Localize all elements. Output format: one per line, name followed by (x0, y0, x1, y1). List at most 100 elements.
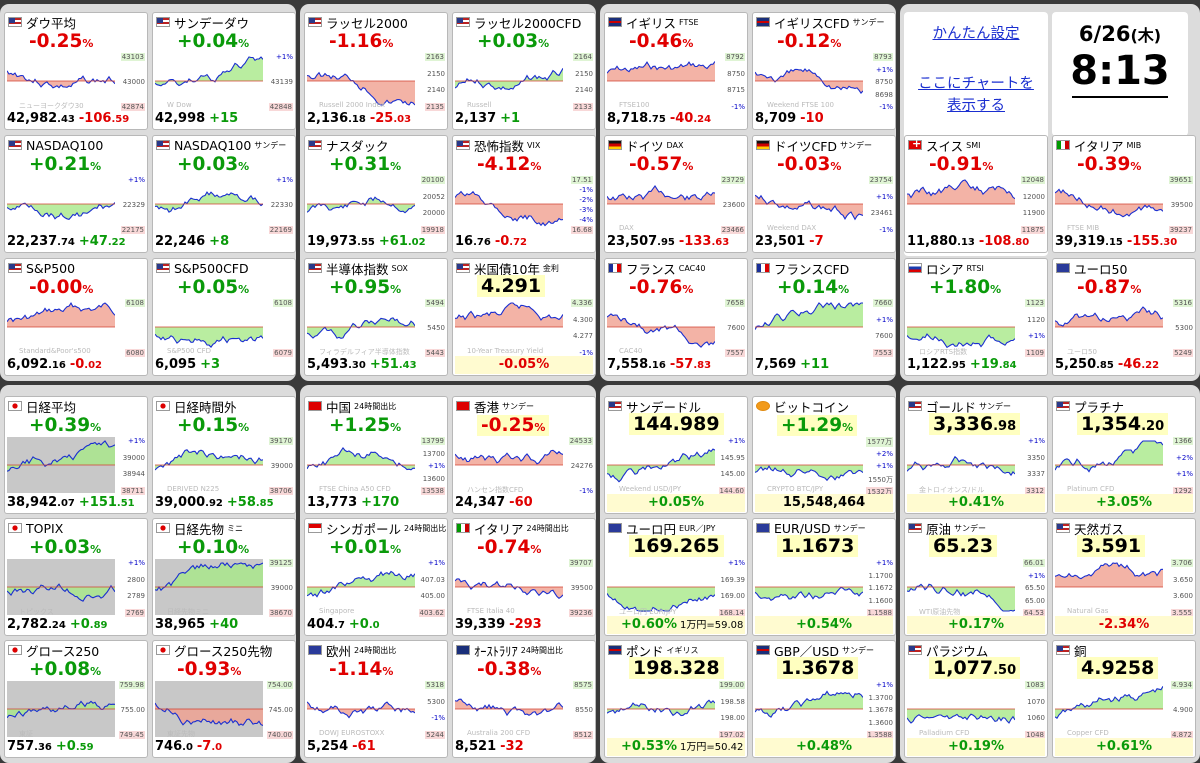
scale-label: 5450 (427, 324, 445, 332)
market-tile[interactable]: サンデーダウ +0.04% +1% 43139 42848 W Dow 42,998 +15 (152, 12, 296, 130)
market-tile[interactable]: ポンド イギリス 198.328 199.00 198.58 198.00 197.02 +0… (604, 640, 748, 758)
market-tile[interactable]: グロース250 +0.08% 759.98 755.00 749.45 東証 757.36 +… (4, 640, 148, 758)
market-tile[interactable]: 欧州 24時間出比 -1.14% 5318 5300 -1% 5244 DOWJ EUROST… (304, 640, 448, 758)
easy-setup-link[interactable]: かんたん設定 (932, 26, 1020, 42)
scale-label: 1.3588 (866, 731, 893, 739)
market-tile[interactable]: ロシア RTSI +1.80% 1123 1120 +1% 1109 ロシアRTS指数 1,12… (904, 258, 1048, 376)
market-tile[interactable]: フランス CAC40 -0.76% 7658 7600 7557 CAC40 7,558.16… (604, 258, 748, 376)
sparkline-chart (7, 53, 115, 109)
market-tile[interactable]: ゴールド サンデー 3,336.98 +1% 3350 3337 3312 金トロイオンス/ド… (904, 396, 1048, 514)
tile-footer: 39,000.92 +58.85 (155, 494, 293, 512)
market-tile[interactable]: イタリア MIB -0.39% 39651 39500 39237 FTSE MIB 39,3… (1052, 135, 1196, 253)
sparkline-chart (907, 681, 1015, 737)
tile-price: 169.265 (629, 535, 724, 557)
tile-percent-change: -0.39% (1077, 154, 1142, 175)
flag-us-icon (456, 17, 470, 27)
flag-jp-icon (156, 401, 170, 411)
tile-price: 8,709 (755, 111, 797, 126)
market-tile[interactable]: S&P500CFD +0.05% 6108 6079 S&P500 CFD 6,095 +3 (152, 258, 296, 376)
market-tile[interactable]: ユーロ50 -0.87% 5316 5300 5249 ユーロ50 5,250.85 -46.… (1052, 258, 1196, 376)
price-scale: +1% 22330 22169 (262, 176, 294, 234)
market-tile[interactable]: 半導体指数 SOX +0.95% 5494 5450 5443 フィラデルフィア半導体指数 5… (304, 258, 448, 376)
scale-label: 6079 (273, 349, 293, 357)
scale-label: 19918 (420, 226, 445, 234)
market-tile[interactable]: ビットコイン +1.29% 1577万 +2% +1% 1550万 1532万 CRYPTO … (752, 396, 896, 514)
tile-header: ゴールド サンデー (908, 398, 1011, 415)
market-tile[interactable]: サンデードル 144.989 +1% 145.95 145.00 144.60 Weeken… (604, 396, 748, 514)
tile-price: 6,092.16 (7, 357, 66, 372)
flag-sg-icon (308, 523, 322, 533)
tile-header: S&P500 (8, 260, 75, 276)
market-tile[interactable]: イギリスCFD サンデー -0.12% 8793 +1% 8750 8698 -1% Weeke… (752, 12, 896, 130)
market-tile[interactable]: ユーロ円 EUR／JPY 169.265 +1% 169.39 169.00 168.14 ユ… (604, 518, 748, 636)
tile-name: NASDAQ100 (26, 137, 104, 153)
market-tile[interactable]: シンガポール 24時間出比 +0.01% +1% 407.03 405.00 403.62 S… (304, 518, 448, 636)
price-scale: +1% 2800 2789 2769 (114, 559, 146, 617)
scale-label: 23729 (720, 176, 745, 184)
market-tile[interactable]: NASDAQ100 サンデー +0.03% +1% 22330 22169 22,246 +8 (152, 135, 296, 253)
market-tile[interactable]: イギリス FTSE -0.46% 8792 8750 8715 -1% FTSE100 8,71… (604, 12, 748, 130)
market-tile[interactable]: ラッセル2000 -1.16% 2163 2150 2140 2135 Russell 20… (304, 12, 448, 130)
market-tile[interactable]: 米国債10年 金利 4.291 4.336 4.300 4.277 -1% 10-Year T… (452, 258, 596, 376)
tile-header: グロース250先物 (156, 642, 272, 659)
market-tile[interactable]: ドイツ DAX -0.57% 23729 23600 23466 DAX 23,507.95-… (604, 135, 748, 253)
chart-watermark: CAC40 (619, 347, 643, 355)
market-tile[interactable]: NASDAQ100 +0.21% +1% 22329 22175 22,237.74 +47… (4, 135, 148, 253)
scale-label: 403.62 (418, 609, 445, 617)
scale-label: 1120 (1027, 315, 1045, 324)
market-tile[interactable]: プラチナ 1,354.20 1366 +2% +1% 1292 Platinum CFD +3… (1052, 396, 1196, 514)
tile-price: 144.989 (629, 413, 724, 435)
market-tile[interactable]: グロース250先物 -0.93% 754.00 745.00 740.00 東証先物 746… (152, 640, 296, 758)
tile-header: 日経先物 ミニ (156, 520, 243, 537)
tile-change: +1 (500, 111, 521, 126)
market-tile[interactable]: 日経時間外 +0.15% 39170 39000 38706 DERIVED N225 39… (152, 396, 296, 514)
market-tile[interactable]: 日経平均 +0.39% +1% 39000 38944 38711 38,942.07 +15… (4, 396, 148, 514)
scale-label: 8512 (573, 731, 593, 739)
market-tile[interactable]: フランスCFD +0.14% 7660 +1% 7600 7553 7,569 +11 (752, 258, 896, 376)
market-tile[interactable]: S&P500 -0.00% 6108 6080 Standard&Poor's500 6,… (4, 258, 148, 376)
tile-name: 米国債10年 (474, 261, 540, 277)
tile-footer: 22,237.74 +47.22 (7, 233, 145, 251)
scale-label: 759.98 (118, 681, 145, 689)
scale-label: 5318 (425, 681, 445, 689)
price-scale: 6108 6079 (262, 299, 294, 357)
price-scale: 7658 7600 7557 (714, 299, 746, 357)
tile-price: 4.9258 (1077, 657, 1159, 679)
market-tile[interactable]: EUR/USD サンデー 1.1673 +1% 1.1700 1.1672 1.1600 1.… (752, 518, 896, 636)
tile-percent-change: +0.21% (29, 154, 102, 175)
market-tile[interactable]: 中国 24時間出比 +1.25% 13799 13700 +1% 13600 13538 FTS… (304, 396, 448, 514)
flag-jp-icon (156, 523, 170, 533)
tile-subname: 24時間出比 (526, 523, 569, 533)
scale-label: 198.58 (720, 697, 746, 706)
tile-percent-change: -1.16% (329, 31, 394, 52)
chart-here-link[interactable]: ここにチャートを 表示する (904, 73, 1048, 117)
market-tile[interactable]: 恐怖指数 VIX -4.12% 17.51 -1% -2% -3% -4% 16.68 16.76… (452, 135, 596, 253)
scale-label: 39000 (270, 584, 293, 592)
tile-change: -7.0 (196, 739, 223, 754)
market-tile[interactable]: TOPIX +0.03% +1% 2800 2789 2769 トピックス 2,782.24 +… (4, 518, 148, 636)
market-tile[interactable]: ドイツCFD サンデー -0.03% 23754 +1% 23461 -1% Weekend … (752, 135, 896, 253)
market-tile[interactable]: 銅 4.9258 4.934 4.900 4.872 Copper CFD +0.61% (1052, 640, 1196, 758)
market-tile[interactable]: 香港 サンデー -0.25% 24533 24276 -1% ハンセン指数CFD 24,347… (452, 396, 596, 514)
chart-watermark: FTSE China A50 CFD (319, 485, 391, 493)
sparkline-chart (155, 437, 263, 493)
tile-price: 1,077.50 (929, 657, 1021, 679)
scale-label: 2133 (573, 103, 593, 111)
sparkline-chart (7, 559, 115, 615)
market-tile[interactable]: ｵｰｽﾄﾗﾘｱ 24時間出比 -0.38% 8575 8550 8512 Australia… (452, 640, 596, 758)
market-tile[interactable]: イタリア 24時間出比 -0.74% 39707 39500 39236 FTSE Ital… (452, 518, 596, 636)
market-tile[interactable]: 原油 サンデー 65.23 66.01 +1% 65.50 65.00 64.53 WTI原油先… (904, 518, 1048, 636)
market-tile[interactable]: ダウ平均 -0.25% 43103 43000 42874 ニューヨークダウ30 42,98… (4, 12, 148, 130)
market-tile[interactable]: ラッセル2000CFD +0.03% 2164 2150 2140 2133 Russell… (452, 12, 596, 130)
market-tile[interactable]: ナスダック +0.31% 20100 20052 20000 19918 19,973.55… (304, 135, 448, 253)
market-tile[interactable]: 天然ガス 3.591 3.706 3.650 3.600 3.555 Natural Gas… (1052, 518, 1196, 636)
scale-label: 2769 (125, 609, 145, 617)
market-tile[interactable]: パラジウム 1,077.50 1083 1070 1060 1048 Palladium C… (904, 640, 1048, 758)
tile-footer: 38,942.07 +151.51 (7, 494, 145, 512)
market-tile[interactable]: GBP／USD サンデー 1.3678 +1% 1.3700 1.3678 1.3600 1.… (752, 640, 896, 758)
scale-label: 43103 (120, 53, 145, 61)
tile-header: ダウ平均 (8, 14, 76, 31)
market-tile[interactable]: 日経先物 ミニ +0.10% 39125 39000 38670 日経先物ミニ 38,965 +… (152, 518, 296, 636)
market-tile[interactable]: スイスSMI-0.91%1204812000119001187511,880.1… (904, 135, 1048, 253)
tile-header: 天然ガス (1056, 520, 1124, 537)
